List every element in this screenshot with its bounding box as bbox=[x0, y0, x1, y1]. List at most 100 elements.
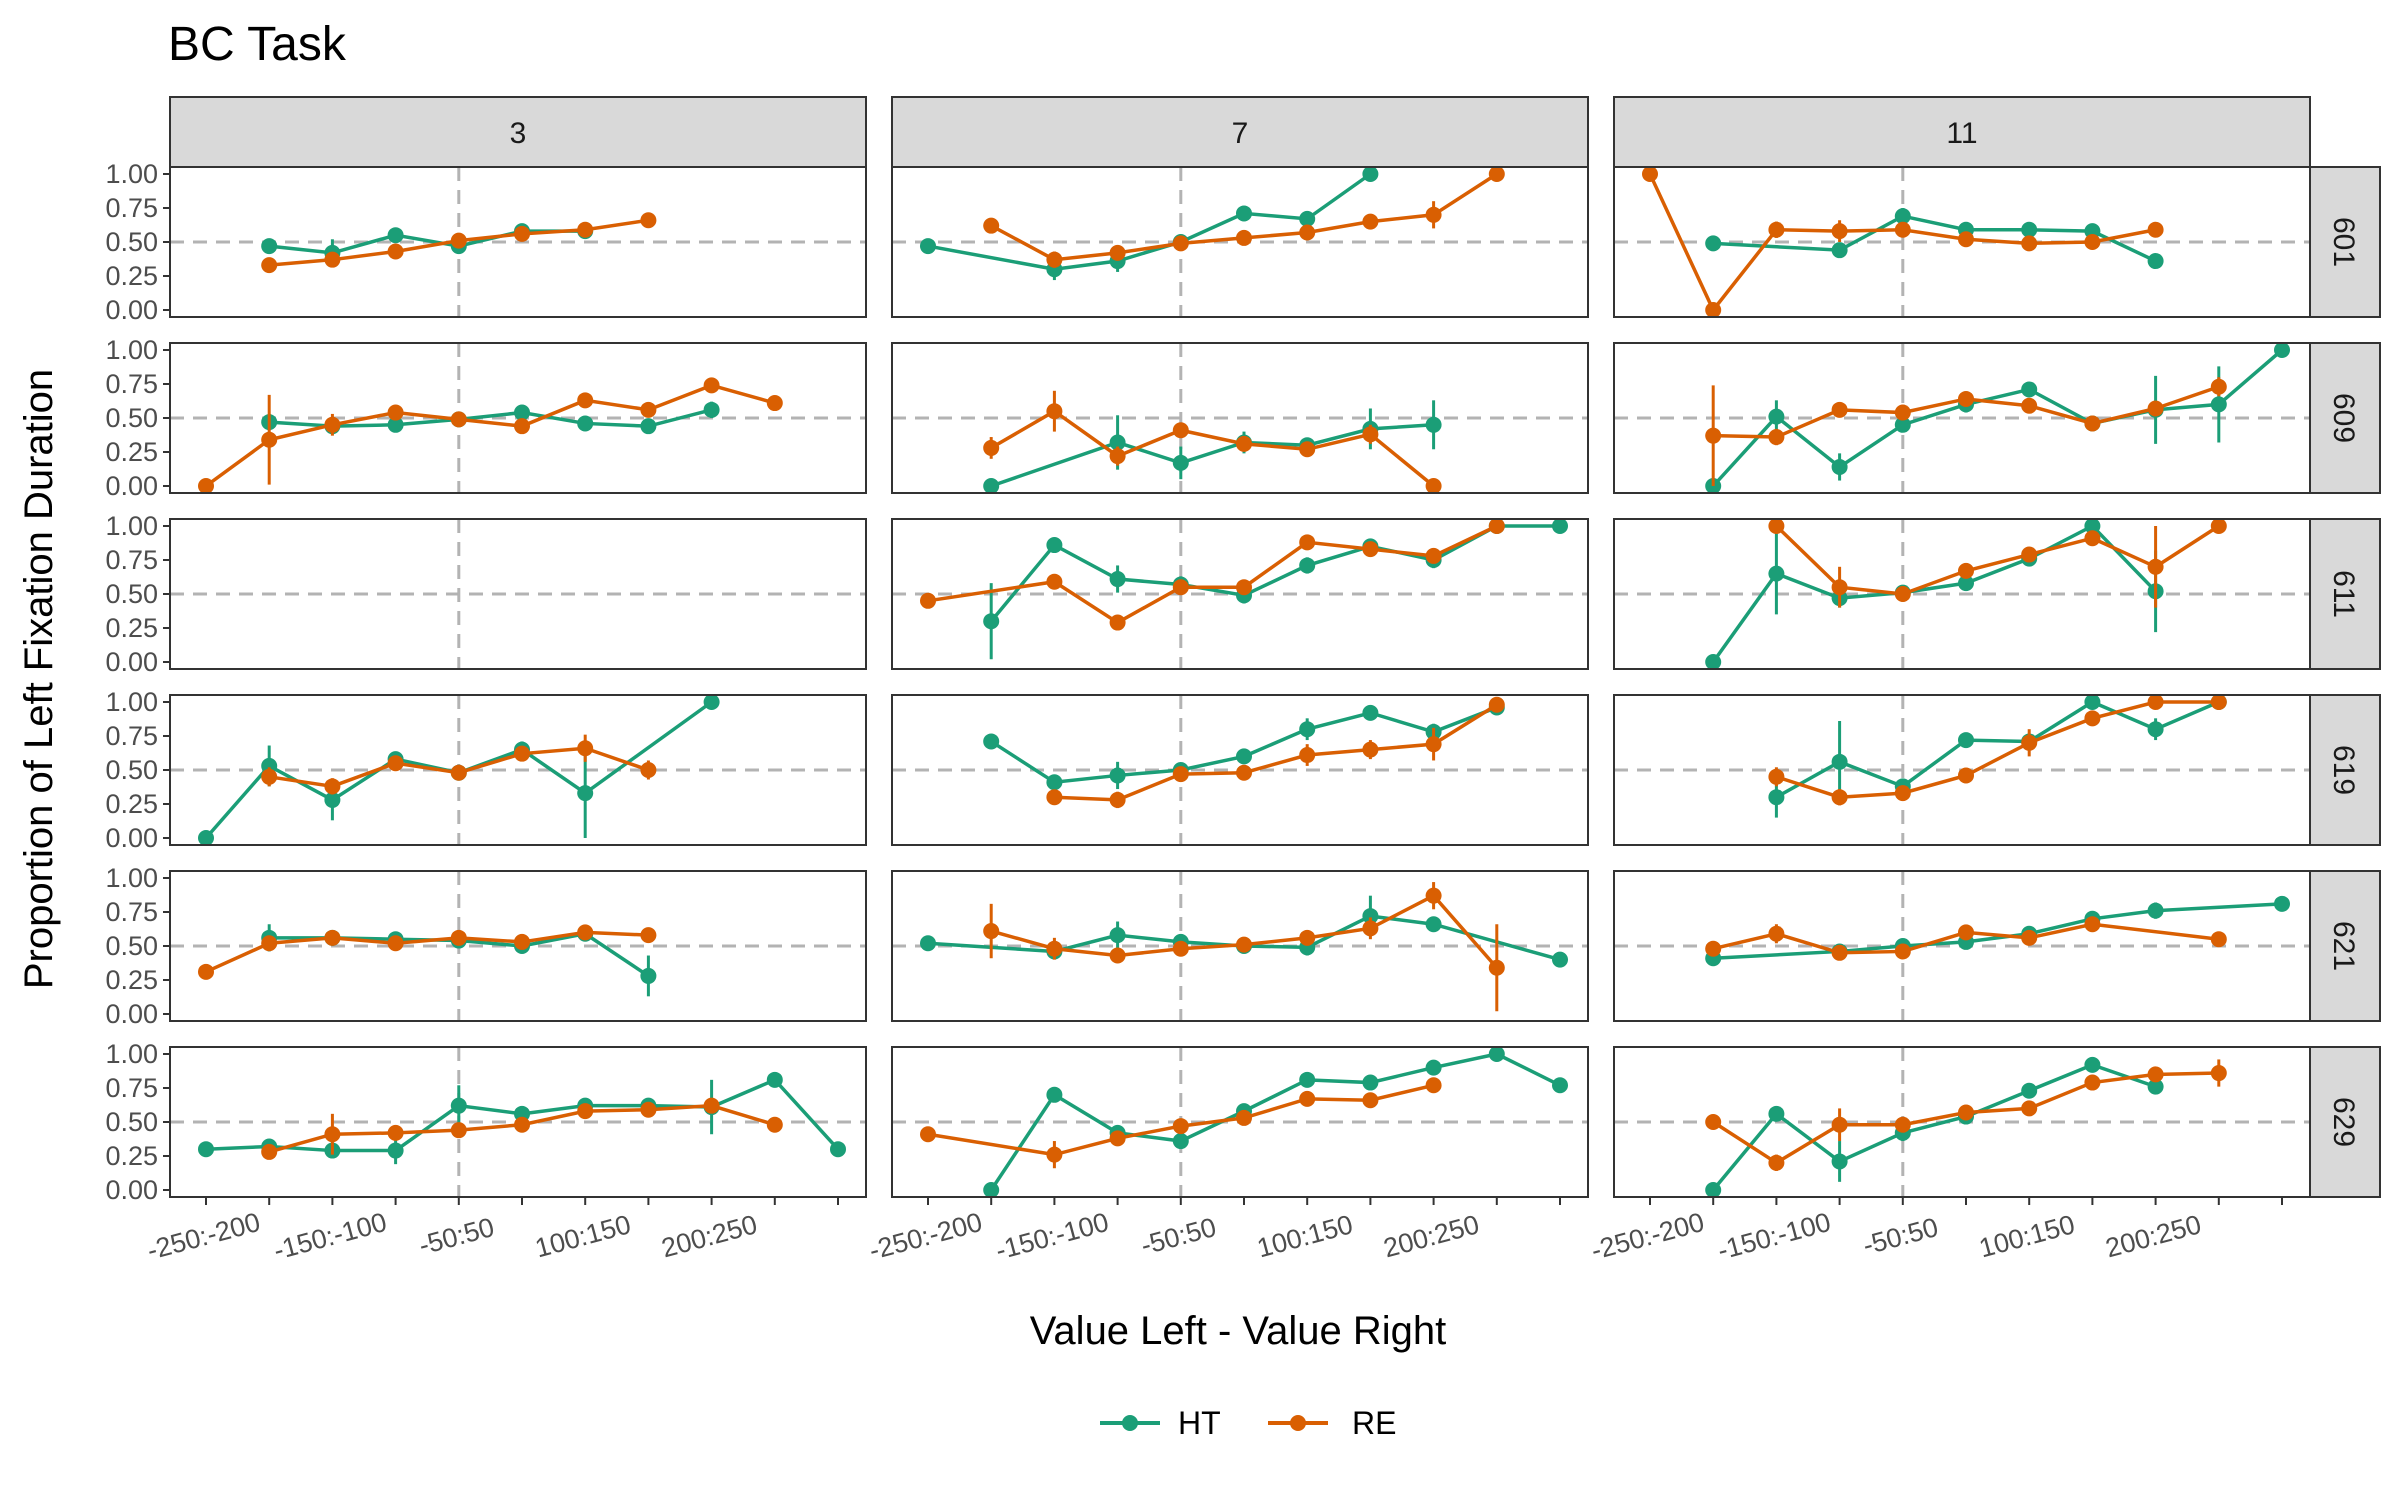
data-point-ht bbox=[1831, 458, 1848, 475]
data-point-ht bbox=[1768, 1105, 1785, 1122]
data-point-ht bbox=[450, 1097, 467, 1114]
panel-border bbox=[169, 166, 867, 318]
data-point-re bbox=[1046, 573, 1063, 590]
series-line-ht bbox=[1713, 902, 2283, 960]
data-point-re bbox=[2147, 400, 2164, 417]
data-point-ht bbox=[1109, 767, 1126, 784]
panel-3-629 bbox=[169, 1046, 867, 1198]
data-point-re bbox=[1172, 1118, 1189, 1135]
data-point-ht bbox=[983, 613, 1000, 630]
data-point-re bbox=[387, 243, 404, 260]
row-strip bbox=[2309, 694, 2381, 846]
data-point-re bbox=[387, 935, 404, 952]
x-tick-label: -50:50 bbox=[416, 1212, 498, 1261]
y-tick-label: 0.75 bbox=[105, 1073, 158, 1103]
data-point-re bbox=[1046, 789, 1063, 806]
row-strip-label: 609 bbox=[2327, 393, 2360, 443]
data-point-re bbox=[1894, 221, 1911, 238]
data-point-re bbox=[2084, 916, 2101, 933]
data-point-re bbox=[577, 1103, 594, 1120]
x-tick-label: 100:150 bbox=[532, 1209, 634, 1263]
data-point-ht bbox=[1362, 166, 1379, 182]
data-point-re bbox=[2210, 694, 2227, 710]
facet-panels: 3 7 11 601 0.00 0.25 0.50 0.75 1.00 609 0.00 0.25 0.… bbox=[105, 96, 2381, 1266]
data-point-re bbox=[2021, 1100, 2038, 1117]
data-point-ht bbox=[1425, 416, 1442, 433]
data-point-ht bbox=[1299, 1071, 1316, 1088]
data-point-ht bbox=[1362, 704, 1379, 721]
series-line-ht bbox=[269, 229, 586, 255]
data-point-re bbox=[1362, 920, 1379, 937]
panel-border bbox=[169, 518, 867, 670]
data-point-re bbox=[1425, 547, 1442, 564]
data-point-re bbox=[1831, 789, 1848, 806]
data-point-re bbox=[1768, 1154, 1785, 1171]
data-point-re bbox=[1768, 221, 1785, 238]
panel-7-619 bbox=[891, 694, 1589, 846]
panel-border bbox=[1613, 1046, 2311, 1198]
legend-re-label: RE bbox=[1352, 1405, 1396, 1441]
data-point-ht bbox=[1425, 916, 1442, 933]
panel-11-611 bbox=[1613, 518, 2311, 670]
data-point-re bbox=[450, 929, 467, 946]
data-point-ht bbox=[1109, 434, 1126, 451]
data-point-ht bbox=[1768, 789, 1785, 806]
data-point-ht bbox=[1172, 1133, 1189, 1150]
data-point-re bbox=[1425, 887, 1442, 904]
panel-11-601 bbox=[1613, 166, 2311, 318]
data-point-ht bbox=[1552, 1077, 1568, 1094]
data-point-re bbox=[1488, 959, 1505, 976]
row-strip bbox=[2309, 1046, 2381, 1198]
data-point-re bbox=[1958, 390, 1974, 407]
data-point-re bbox=[2084, 530, 2101, 547]
data-point-ht bbox=[920, 935, 936, 952]
x-tick-label: -150:-100 bbox=[992, 1207, 1111, 1266]
panel-3-609 bbox=[169, 342, 867, 494]
data-point-re bbox=[640, 1101, 657, 1118]
data-point-re bbox=[1894, 586, 1911, 602]
series-line-re bbox=[1054, 703, 1498, 802]
data-point-re bbox=[640, 927, 657, 944]
y-tick-label: 0.50 bbox=[105, 579, 158, 609]
x-tick-label: -150:-100 bbox=[270, 1207, 389, 1266]
panel-border bbox=[169, 694, 867, 846]
panel-border bbox=[891, 870, 1589, 1022]
data-point-re bbox=[640, 212, 657, 229]
y-tick-label: 0.00 bbox=[105, 823, 158, 853]
y-tick-label: 0.50 bbox=[105, 931, 158, 961]
column-strip bbox=[1613, 96, 2311, 168]
data-point-re bbox=[324, 929, 341, 946]
data-point-ht bbox=[1958, 732, 1974, 749]
y-tick-label: 1.00 bbox=[105, 335, 158, 365]
data-point-re bbox=[450, 232, 467, 249]
data-point-re bbox=[2210, 518, 2227, 534]
data-point-re bbox=[514, 418, 530, 435]
data-point-re bbox=[261, 431, 278, 448]
data-point-re bbox=[2021, 734, 2038, 751]
data-point-ht bbox=[2021, 1082, 2038, 1099]
y-tick-label: 0.75 bbox=[105, 193, 158, 223]
data-point-re bbox=[261, 1143, 278, 1160]
panel-11-619 bbox=[1613, 694, 2311, 846]
y-tick-label: 0.00 bbox=[105, 471, 158, 501]
data-point-ht bbox=[640, 967, 657, 984]
panel-border bbox=[169, 870, 867, 1022]
series-line-re bbox=[1712, 922, 2220, 955]
data-point-re bbox=[2084, 710, 2101, 727]
data-point-ht bbox=[577, 785, 594, 802]
data-point-re bbox=[1046, 940, 1063, 957]
data-point-ht bbox=[1236, 205, 1252, 222]
data-point-re bbox=[1488, 166, 1505, 182]
y-tick-label: 0.00 bbox=[105, 647, 158, 677]
data-point-ht bbox=[514, 404, 530, 421]
series-line-re bbox=[204, 383, 776, 488]
data-point-ht bbox=[1705, 1182, 1722, 1198]
data-point-re bbox=[920, 592, 936, 609]
data-point-re bbox=[514, 933, 530, 950]
data-point-ht bbox=[1768, 408, 1785, 425]
data-point-re bbox=[1958, 231, 1974, 248]
data-point-ht bbox=[1958, 575, 1974, 592]
data-point-re bbox=[766, 395, 783, 412]
data-point-re bbox=[450, 411, 467, 428]
